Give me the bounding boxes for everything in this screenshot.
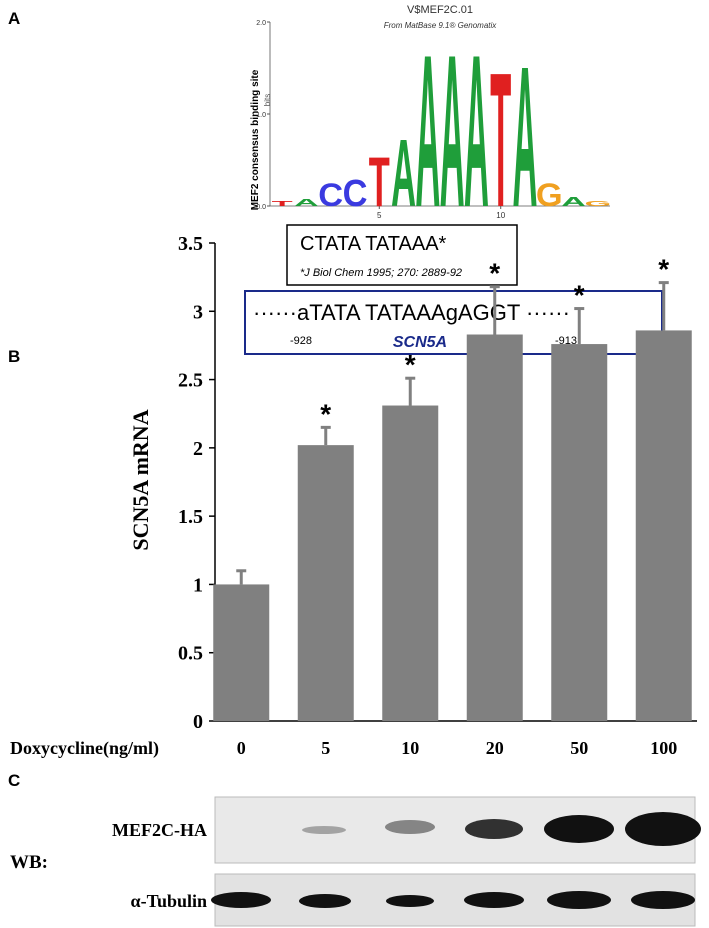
gene-name: SCN5A bbox=[393, 334, 447, 351]
consensus-sequence: CTATA TATAAA* bbox=[300, 233, 447, 255]
x-tick-label: 5 bbox=[321, 738, 330, 758]
panel-label: A bbox=[8, 9, 20, 28]
logo-letter: T bbox=[369, 143, 390, 222]
bar bbox=[635, 330, 692, 721]
logo-x-tick-label: 10 bbox=[496, 211, 505, 220]
x-tick-label: 20 bbox=[486, 738, 504, 758]
y-tick-label: 0.5 bbox=[178, 643, 203, 665]
significance-marker: * bbox=[658, 254, 669, 285]
panel-label: B bbox=[8, 347, 20, 366]
x-tick-label: 10 bbox=[401, 738, 419, 758]
band bbox=[631, 891, 695, 909]
logo-title: V$MEF2C.01 bbox=[407, 4, 473, 16]
significance-marker: * bbox=[489, 258, 500, 289]
bar bbox=[382, 405, 439, 721]
bar bbox=[551, 344, 608, 721]
x-tick-label: 0 bbox=[237, 738, 246, 758]
consensus-box bbox=[286, 224, 518, 286]
band bbox=[465, 819, 523, 839]
logo-y-tick-label: 2.0 bbox=[256, 20, 266, 27]
method-label: WB: bbox=[10, 852, 48, 873]
row-label: MEF2C-HA bbox=[112, 820, 207, 840]
band bbox=[625, 812, 701, 846]
logo-y-tick-label: 1.0 bbox=[256, 112, 266, 119]
blot bbox=[214, 796, 696, 864]
logo-y-label: MEF2 consensus binding site bbox=[250, 69, 261, 210]
bar bbox=[466, 334, 523, 721]
band bbox=[299, 894, 351, 908]
y-tick-label: 3.5 bbox=[178, 233, 203, 255]
band bbox=[547, 891, 611, 909]
logo-x-tick-label: 5 bbox=[377, 211, 382, 220]
logo-letter: A bbox=[391, 121, 416, 227]
logo-letter: A bbox=[415, 9, 440, 252]
significance-marker: * bbox=[405, 349, 416, 380]
y-tick-label: 2.5 bbox=[178, 370, 203, 392]
band bbox=[464, 892, 524, 908]
significance-marker: * bbox=[320, 398, 331, 429]
y-tick-label: 0 bbox=[193, 711, 203, 733]
citation: *J Biol Chem 1995; 270: 2889-92 bbox=[300, 267, 462, 279]
logo-letter: G bbox=[536, 178, 563, 214]
promoter-box bbox=[244, 290, 663, 355]
row-label: α-Tubulin bbox=[131, 891, 207, 911]
band bbox=[302, 826, 346, 834]
logo-letter: A bbox=[294, 197, 319, 208]
start-position: -928 bbox=[290, 335, 312, 347]
panel-label: C bbox=[8, 771, 20, 790]
x-axis-label: Doxycycline(ng/ml) bbox=[10, 738, 159, 759]
band bbox=[211, 892, 271, 908]
y-axis-label: SCN5A mRNA bbox=[128, 409, 153, 550]
logo-y-tick-label: 0.0 bbox=[256, 204, 266, 211]
logo-letter: A bbox=[561, 194, 586, 209]
logo-letter: G bbox=[584, 199, 611, 208]
y-tick-label: 2 bbox=[193, 438, 203, 460]
x-tick-label: 100 bbox=[650, 738, 677, 758]
logo-letter: C bbox=[318, 178, 343, 214]
band bbox=[544, 815, 614, 843]
bar bbox=[297, 445, 354, 721]
logo-letter: T bbox=[272, 199, 293, 208]
end-position: -913 bbox=[555, 335, 577, 347]
x-tick-label: 50 bbox=[570, 738, 588, 758]
y-tick-label: 1.5 bbox=[178, 506, 203, 528]
blot bbox=[214, 873, 696, 927]
logo-letter: A bbox=[464, 9, 489, 252]
logo-letter: A bbox=[440, 9, 465, 252]
logo-letter: T bbox=[490, 33, 511, 247]
logo-letter: C bbox=[343, 171, 368, 214]
logo-subtitle: From MatBase 9.1® Genomatix bbox=[384, 21, 498, 30]
logo-y-unit: bits bbox=[263, 94, 272, 106]
significance-marker: * bbox=[574, 280, 585, 311]
logo-letter: A bbox=[513, 26, 538, 249]
band bbox=[386, 895, 434, 907]
y-tick-label: 3 bbox=[193, 301, 203, 323]
bar bbox=[213, 584, 270, 721]
y-tick-label: 1 bbox=[193, 574, 203, 596]
band bbox=[385, 820, 435, 834]
promoter-sequence: ······aTATA TATAAAgAGGT ······ bbox=[253, 300, 570, 325]
